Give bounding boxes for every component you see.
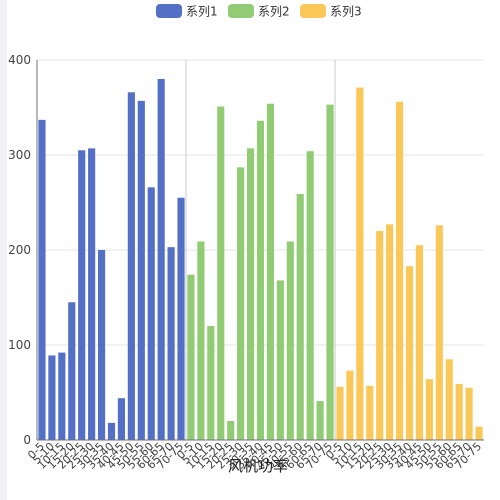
- bar-0-5[interactable]: [336, 386, 344, 440]
- bar-0-5[interactable]: [187, 274, 195, 440]
- bar-60-65[interactable]: [306, 151, 314, 440]
- legend-swatch: [228, 4, 254, 18]
- bar-60-65[interactable]: [157, 79, 165, 440]
- bar-20-25[interactable]: [376, 231, 384, 440]
- bar-10-15[interactable]: [207, 326, 215, 440]
- legend: 系列1 系列2 系列3: [156, 4, 362, 19]
- legend-label: 系列1: [186, 5, 218, 19]
- y-axis: 0 100 200 300 400: [8, 53, 38, 447]
- left-edge-strip: [0, 0, 7, 500]
- bar-50-55[interactable]: [435, 225, 443, 440]
- y-tick-label: 400: [8, 53, 31, 67]
- series-2-bars: [187, 103, 334, 441]
- bar-25-30[interactable]: [88, 148, 96, 440]
- bar-65-70[interactable]: [316, 401, 324, 440]
- bar-70-75[interactable]: [475, 426, 483, 440]
- legend-swatch: [300, 4, 326, 18]
- bar-70-75[interactable]: [177, 197, 185, 440]
- bar-40-45[interactable]: [415, 245, 424, 440]
- bar-35-40[interactable]: [107, 422, 116, 440]
- bars: [38, 79, 483, 441]
- legend-label: 系列3: [330, 5, 362, 19]
- bar-15-20[interactable]: [366, 385, 374, 440]
- legend-item-3[interactable]: 系列3: [300, 4, 362, 19]
- bar-60-65[interactable]: [455, 383, 463, 440]
- y-tick-label: 200: [8, 243, 31, 257]
- group-separators: [185, 60, 336, 440]
- bar-50-55[interactable]: [137, 100, 145, 440]
- bar-5-10[interactable]: [346, 370, 354, 440]
- bar-45-50[interactable]: [127, 92, 135, 441]
- bar-45-50[interactable]: [425, 379, 433, 440]
- bar-35-40[interactable]: [405, 266, 414, 440]
- bar-40-45[interactable]: [266, 103, 275, 440]
- bar-20-25[interactable]: [78, 150, 86, 440]
- bar-55-60[interactable]: [296, 193, 304, 440]
- bar-30-35[interactable]: [97, 250, 106, 440]
- bar-30-35[interactable]: [395, 101, 404, 441]
- bar-65-70[interactable]: [167, 247, 175, 440]
- bar-55-60[interactable]: [445, 359, 453, 440]
- x-axis-title: 风机功率: [228, 457, 288, 475]
- legend-item-1[interactable]: 系列1: [156, 4, 218, 19]
- bar-45-50[interactable]: [276, 280, 284, 440]
- bar-15-20[interactable]: [68, 302, 76, 440]
- legend-label: 系列2: [258, 5, 290, 19]
- bar-50-55[interactable]: [286, 241, 294, 440]
- legend-swatch: [156, 4, 182, 18]
- bar-35-40[interactable]: [256, 120, 265, 441]
- bar-25-30[interactable]: [237, 167, 245, 440]
- series-1-bars: [38, 79, 185, 441]
- series-3-bars: [336, 87, 483, 441]
- bar-0-5[interactable]: [38, 119, 46, 440]
- y-tick-label: 100: [8, 338, 31, 352]
- bar-40-45[interactable]: [117, 398, 126, 440]
- bar-15-20[interactable]: [217, 106, 225, 441]
- bar-10-15[interactable]: [356, 87, 364, 441]
- bar-5-10[interactable]: [197, 241, 205, 440]
- bar-70-75[interactable]: [326, 104, 334, 441]
- bar-20-25[interactable]: [227, 421, 235, 440]
- bar-25-30[interactable]: [386, 224, 394, 440]
- y-tick-label: 300: [8, 148, 31, 162]
- y-tick-label: 0: [23, 433, 31, 447]
- bar-55-60[interactable]: [147, 187, 155, 440]
- bar-30-35[interactable]: [246, 148, 255, 440]
- legend-item-2[interactable]: 系列2: [228, 4, 290, 19]
- bar-65-70[interactable]: [465, 387, 473, 440]
- bar-5-10[interactable]: [48, 355, 56, 440]
- bar-10-15[interactable]: [58, 352, 66, 440]
